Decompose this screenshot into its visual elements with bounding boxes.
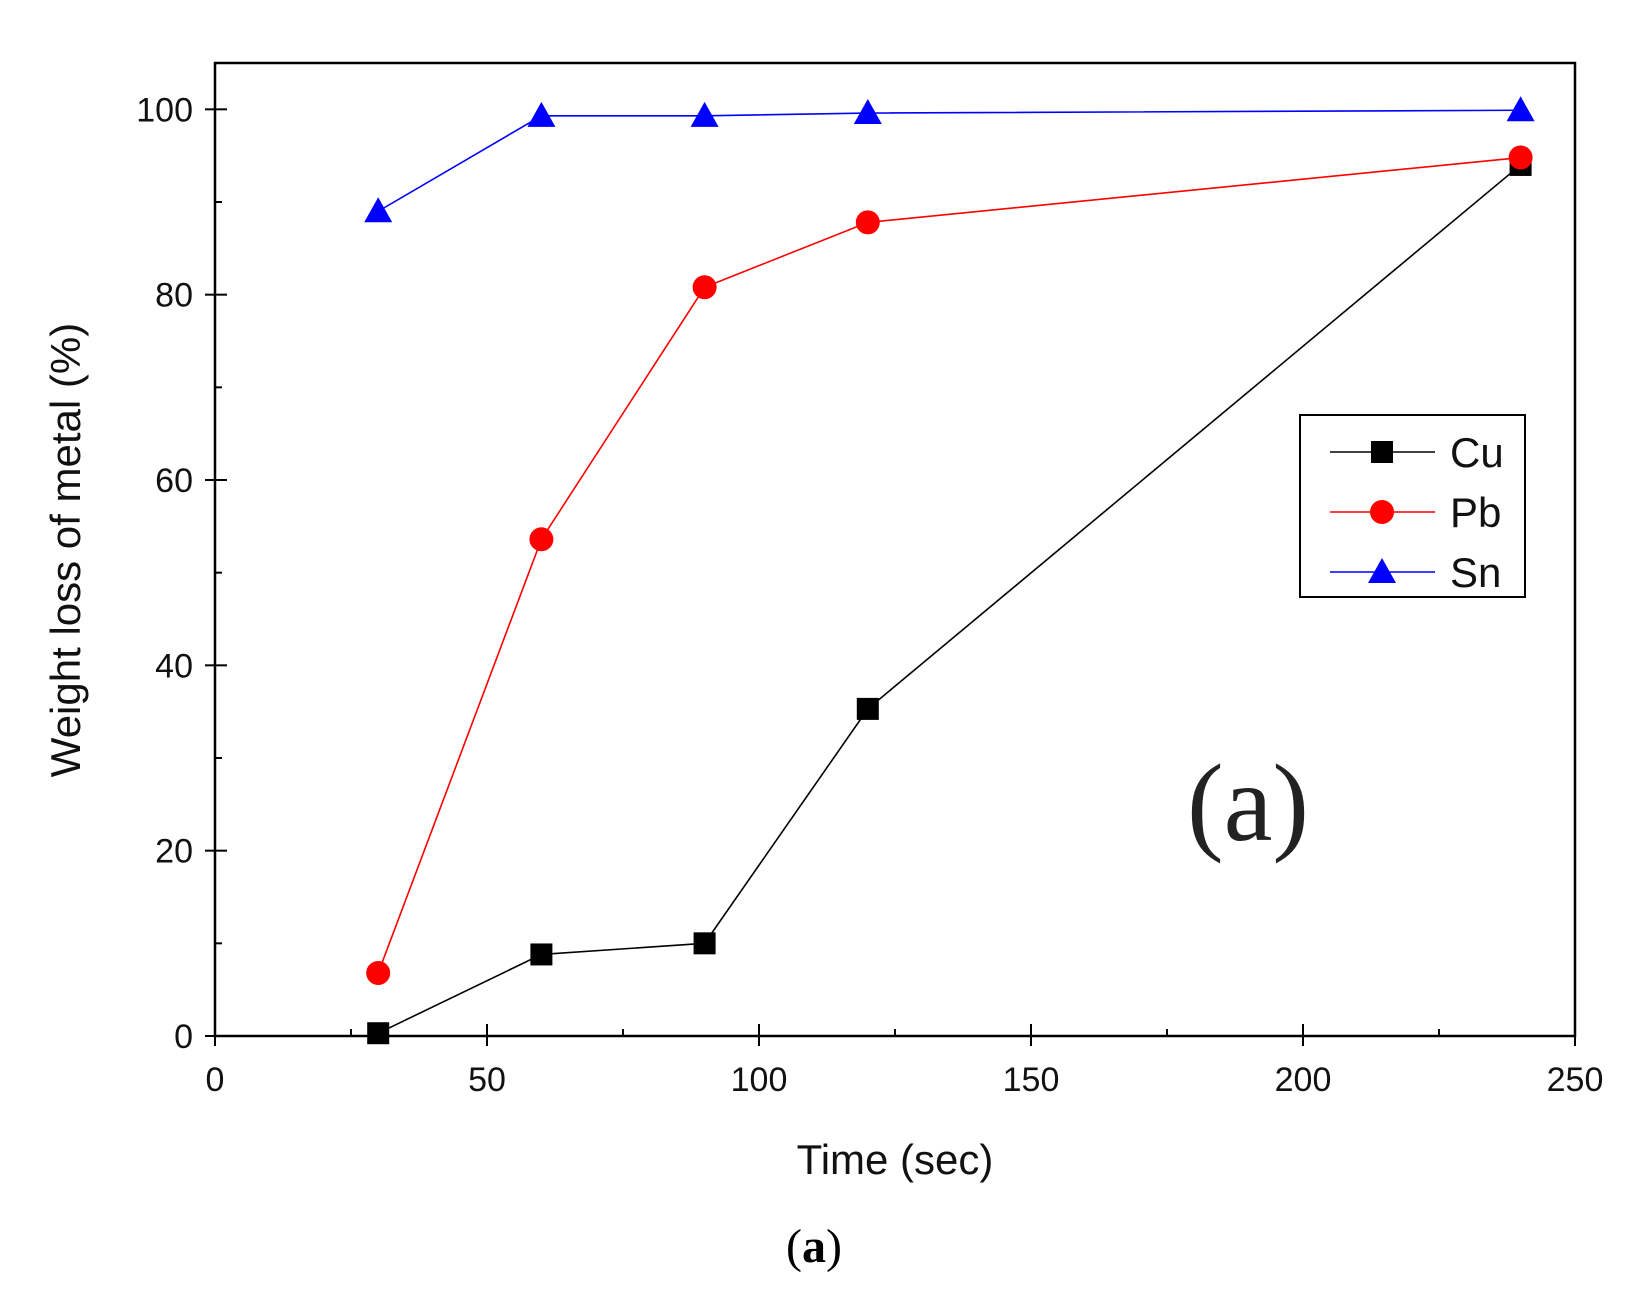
legend-label-pb: Pb xyxy=(1450,489,1501,536)
y-axis-ticks: 0 20 40 60 80 100 xyxy=(136,91,227,1056)
legend-label-cu: Cu xyxy=(1450,429,1504,476)
x-tick-label: 250 xyxy=(1547,1061,1604,1099)
figure-caption: (a) xyxy=(786,1220,842,1273)
y-tick-label: 0 xyxy=(174,1018,193,1056)
series-cu xyxy=(367,153,1532,1045)
data-point-sn xyxy=(1506,96,1535,122)
x-tick-label: 200 xyxy=(1275,1061,1332,1099)
series-sn xyxy=(364,96,1535,223)
y-tick-label: 20 xyxy=(155,833,193,871)
caption-close-paren: ) xyxy=(826,1220,842,1273)
y-tick-label: 80 xyxy=(155,277,193,315)
legend-marker-sn xyxy=(1368,558,1396,583)
legend-item-sn: Sn xyxy=(1330,549,1501,596)
data-point-cu xyxy=(530,943,553,966)
series-pb xyxy=(366,145,1533,985)
legend-label-sn: Sn xyxy=(1450,549,1501,596)
y-tick-label: 100 xyxy=(136,91,193,129)
data-point-sn xyxy=(364,197,393,223)
legend-marker-cu xyxy=(1371,441,1393,463)
legend: Cu Pb Sn xyxy=(1299,414,1526,598)
x-axis-title: Time (sec) xyxy=(797,1136,994,1183)
legend-box xyxy=(1299,414,1526,598)
data-point-cu xyxy=(367,1022,390,1045)
caption-open-paren: ( xyxy=(786,1220,802,1273)
x-tick-label: 150 xyxy=(1003,1061,1060,1099)
caption-label: a xyxy=(802,1220,826,1273)
series-layer xyxy=(364,96,1535,1045)
legend-marker-pb xyxy=(1370,500,1394,524)
panel-annotation: (a) xyxy=(1187,742,1309,864)
legend-item-pb: Pb xyxy=(1330,489,1501,536)
data-point-cu xyxy=(856,697,879,720)
y-tick-label: 40 xyxy=(155,647,193,685)
x-tick-label: 0 xyxy=(206,1061,225,1099)
y-axis-title: Weight loss of metal (%) xyxy=(42,323,89,777)
data-point-sn xyxy=(690,101,719,127)
data-point-pb xyxy=(855,210,880,235)
series-line-cu xyxy=(377,164,1522,1034)
data-point-cu xyxy=(693,932,716,955)
x-tick-label: 50 xyxy=(468,1061,506,1099)
data-point-pb xyxy=(1508,145,1533,170)
data-point-pb xyxy=(529,527,554,552)
x-tick-label: 100 xyxy=(731,1061,788,1099)
data-point-pb xyxy=(366,960,391,985)
x-axis-ticks: 0 50 100 150 200 250 xyxy=(206,1024,1604,1099)
data-point-sn xyxy=(853,99,882,125)
data-point-pb xyxy=(692,275,717,300)
y-tick-label: 60 xyxy=(155,462,193,500)
data-point-sn xyxy=(527,101,556,127)
legend-item-cu: Cu xyxy=(1330,429,1504,476)
